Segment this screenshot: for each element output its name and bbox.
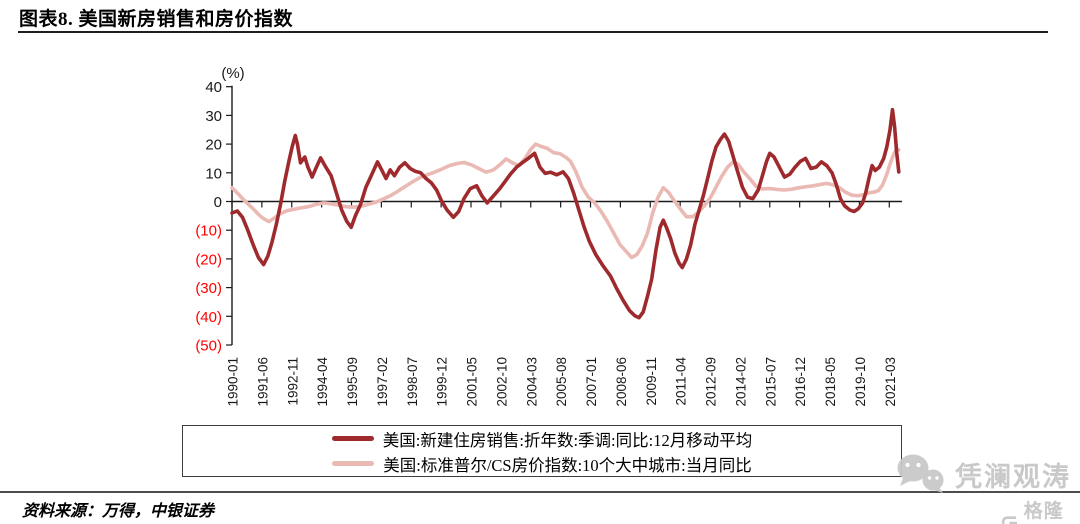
x-tick-label: 2002-10 [494,357,509,407]
x-tick-label: 1991-06 [255,357,270,407]
x-tick-label: 1998-07 [405,357,420,407]
y-tick-label: (30) [195,280,222,297]
x-tick-label: 1997-02 [375,357,390,407]
x-tick-label: 2001-05 [465,357,480,407]
x-tick-label: 2007-01 [584,357,599,407]
legend-label: 美国:标准普尔/CS房价指数:10个大中城市:当月同比 [383,455,752,475]
source-rule [0,491,1080,493]
x-tick-label: 2008-06 [614,357,629,407]
x-tick-label: 2014-02 [733,357,748,407]
y-tick-label: (40) [195,309,222,326]
legend-label: 美国:新建住房销售:折年数:季调:同比:12月移动平均 [382,430,753,450]
y-tick-label: (20) [195,251,222,268]
x-tick-label: 2009-11 [644,357,659,406]
y-tick-label: 20 [205,137,222,154]
series-line-0 [230,107,901,320]
y-tick-label: 0 [214,194,222,211]
y-tick-label: 40 [205,79,222,96]
title-rule [18,31,1048,33]
y-tick-label: (10) [195,223,222,240]
watermark-brand: 凭澜观涛 [893,452,1071,496]
x-tick-label: 2021-03 [883,357,898,407]
y-axis-unit-label: (%) [221,65,244,82]
wechat-icon [897,454,944,493]
x-tick-label: 2016-12 [793,357,808,407]
series-line-1 [230,142,901,260]
watermark-text: 凭澜观涛 [955,461,1071,492]
x-tick-label: 1999-12 [435,357,450,407]
y-tick-label: 30 [205,108,222,125]
x-tick-label: 1994-04 [315,357,330,407]
legend-item: 美国:新建住房销售:折年数:季调:同比:12月移动平均 [331,428,753,450]
legend-line-swatch-red [331,436,374,441]
legend-line-swatch-pink [332,461,375,466]
x-tick-label: 1995-09 [345,357,360,407]
x-tick-label: 2004-03 [524,357,539,407]
y-tick-label: 10 [205,165,222,182]
gelonghui-logo: 格隆汇 [1000,496,1080,524]
gelonghui-text: 格隆汇 [1023,501,1064,522]
x-tick-label: 2011-04 [674,357,689,406]
y-tick-label: (50) [195,338,222,355]
x-tick-label: 1990-01 [226,357,241,407]
chart-title: 图表8. 美国新房销售和房价指数 [19,9,294,30]
x-tick-label: 2005-08 [554,357,569,407]
x-tick-label: 2019-10 [853,357,868,407]
x-tick-label: 2018-05 [823,357,838,407]
source-note: 资料来源：万得，中银证券 [22,503,215,520]
gelonghui-mark-icon [1001,515,1018,524]
x-tick-label: 1992-11 [285,357,300,406]
x-tick-label: 2015-07 [763,357,778,407]
legend: 美国:新建住房销售:折年数:季调:同比:12月移动平均 美国:标准普尔/CS房价… [182,425,902,477]
legend-item: 美国:标准普尔/CS房价指数:10个大中城市:当月同比 [332,453,752,475]
x-tick-label: 2012-09 [704,357,719,407]
